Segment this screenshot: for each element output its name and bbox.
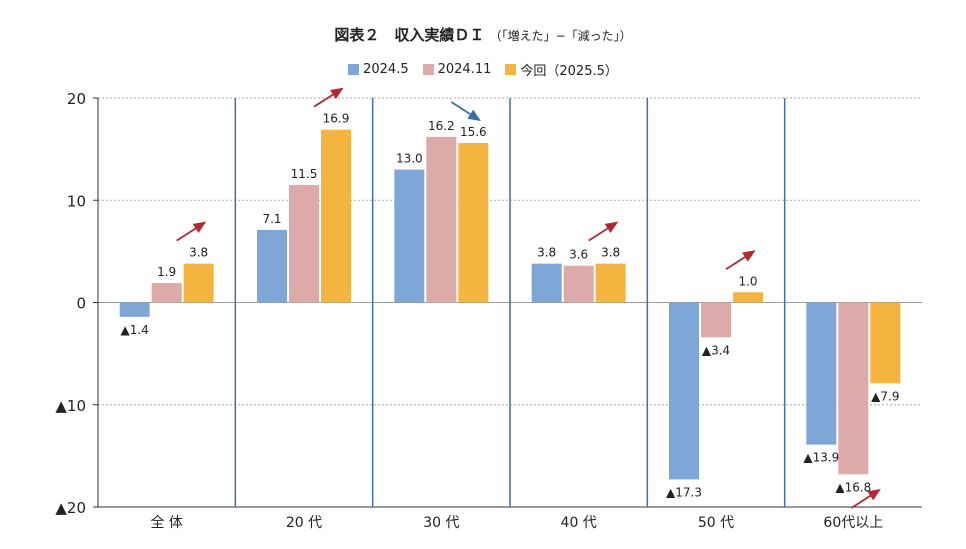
data-label-4-1: ▲3.4 bbox=[702, 343, 730, 357]
bar-1-2 bbox=[321, 129, 351, 303]
y-tick-label-0: 20 bbox=[67, 90, 86, 108]
trend-arrow-1 bbox=[313, 87, 344, 108]
legend-label-2: 今回（2025.5） bbox=[520, 64, 618, 79]
data-label-4-2: 1.0 bbox=[738, 274, 757, 288]
bar-5-2 bbox=[870, 302, 901, 384]
data-label-2-2: 15.6 bbox=[460, 125, 487, 139]
y-tick-label-4: ▲20 bbox=[55, 499, 86, 517]
chart-title: 図表２ 収入実績ＤＩ （「増えた」−「減った」） bbox=[0, 24, 966, 45]
data-label-0-0: ▲1.4 bbox=[121, 323, 149, 337]
bar-4-1 bbox=[701, 302, 731, 338]
bar-1-1 bbox=[289, 184, 319, 303]
bar-5-0 bbox=[806, 302, 837, 445]
data-label-5-0: ▲13.9 bbox=[803, 451, 839, 465]
bar-4-2 bbox=[733, 292, 763, 303]
chart-title-main: 図表２ 収入実績ＤＩ bbox=[334, 26, 485, 44]
y-tick-label-3: ▲10 bbox=[55, 397, 86, 415]
bar-2-0 bbox=[394, 169, 425, 303]
legend-item-1: 2024.11 bbox=[422, 60, 492, 79]
data-label-3-0: 3.8 bbox=[537, 246, 556, 260]
legend-label-1: 2024.11 bbox=[437, 62, 492, 77]
data-label-4-0: ▲17.3 bbox=[666, 485, 702, 499]
trend-arrow-0 bbox=[176, 221, 207, 242]
data-label-3-2: 3.8 bbox=[601, 246, 620, 260]
bar-0-0 bbox=[119, 302, 150, 317]
data-label-0-1: 1.9 bbox=[157, 265, 176, 279]
legend-swatch-2 bbox=[505, 64, 517, 75]
legend-item-2: 今回（2025.5） bbox=[505, 60, 618, 79]
legend-item-0: 2024.5 bbox=[348, 60, 409, 79]
bar-4-0 bbox=[669, 302, 699, 480]
legend-label-0: 2024.5 bbox=[363, 62, 409, 77]
data-label-1-1: 11.5 bbox=[291, 167, 318, 181]
trend-arrow-4 bbox=[725, 250, 756, 271]
bar-3-2 bbox=[595, 263, 626, 303]
bar-3-0 bbox=[531, 263, 562, 303]
data-label-1-2: 16.9 bbox=[323, 112, 350, 126]
bar-0-2 bbox=[183, 263, 214, 303]
bar-5-1 bbox=[838, 302, 869, 475]
trend-arrow-2 bbox=[450, 101, 481, 121]
category-label-4: 50 代 bbox=[698, 515, 734, 531]
chart-legend: 2024.5 2024.11 今回（2025.5） bbox=[0, 60, 966, 79]
data-label-2-1: 16.2 bbox=[428, 119, 455, 133]
y-tick-label-2: 0 bbox=[76, 295, 86, 313]
chart-subtitle: （「増えた」−「減った」） bbox=[489, 29, 632, 43]
legend-swatch-1 bbox=[422, 64, 434, 75]
category-label-0: 全 体 bbox=[150, 514, 182, 531]
trend-arrow-5 bbox=[850, 489, 881, 509]
y-tick-label-1: 10 bbox=[67, 192, 86, 210]
category-label-5: 60代以上 bbox=[823, 515, 883, 531]
bar-2-2 bbox=[458, 142, 489, 303]
trend-arrow-3 bbox=[588, 221, 619, 242]
data-label-2-0: 13.0 bbox=[396, 152, 423, 166]
category-label-2: 30 代 bbox=[423, 515, 459, 531]
category-label-1: 20 代 bbox=[286, 515, 322, 531]
data-label-1-0: 7.1 bbox=[262, 212, 281, 226]
data-label-3-1: 3.6 bbox=[569, 248, 588, 262]
legend-swatch-0 bbox=[348, 64, 360, 75]
bar-1-0 bbox=[257, 229, 287, 303]
data-label-5-1: ▲16.8 bbox=[835, 480, 871, 494]
bar-0-1 bbox=[151, 283, 182, 303]
data-label-5-2: ▲7.9 bbox=[871, 389, 899, 403]
bar-2-1 bbox=[426, 136, 457, 303]
category-label-3: 40 代 bbox=[561, 515, 597, 531]
data-label-0-2: 3.8 bbox=[189, 246, 208, 260]
bar-3-1 bbox=[563, 265, 594, 303]
